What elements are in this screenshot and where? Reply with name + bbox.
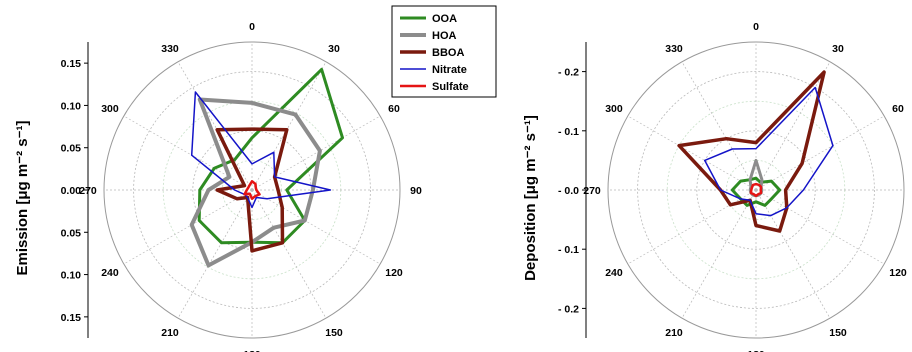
deposition-series-nitrate [703, 86, 834, 217]
deposition-angle-label: 270 [583, 185, 601, 197]
deposition-radial-tick-label: - 0.1 [558, 126, 579, 138]
emission-angle-label: 0 [249, 21, 255, 33]
deposition-series-bboa [677, 70, 826, 233]
emission-spoke [251, 61, 327, 191]
emission-angle-label: 210 [161, 327, 179, 339]
emission-radial-tick-label: 0.10 [61, 100, 82, 112]
deposition-angle-label: 60 [892, 103, 904, 115]
emission-angle-label: 30 [328, 43, 340, 55]
emission-angle-label: 180 [243, 349, 261, 352]
deposition-spoke [755, 115, 885, 191]
emission-angle-label: 240 [101, 267, 119, 279]
deposition-series-ooa [730, 176, 782, 207]
deposition-angle-label: 180 [747, 349, 765, 352]
emission-series-sulfate [243, 180, 261, 200]
deposition-polar-panel: 0306090120150180210240270300330- 0.2- 0.… [522, 21, 907, 352]
emission-radial-tick-label: 0.05 [61, 143, 82, 155]
deposition-angle-label: 240 [605, 267, 623, 279]
emission-spoke [177, 61, 253, 191]
deposition-angle-label: 300 [605, 103, 623, 115]
emission-radial-tick-label: 0.15 [61, 312, 82, 324]
emission-series-nitrate [190, 91, 332, 209]
emission-radial-tick-label: 0.05 [61, 227, 82, 239]
deposition-spoke [681, 189, 757, 319]
deposition-radial-tick-label: - 0.2 [558, 67, 579, 79]
emission-angle-label: 60 [388, 103, 400, 115]
deposition-outer-ring [607, 41, 905, 339]
emission-axis-title: Emission [μg m⁻² s⁻¹] [14, 120, 31, 275]
deposition-radial-tick-label: - 0.1 [558, 244, 579, 256]
emission-grid-ring [133, 71, 371, 309]
emission-spoke [251, 189, 327, 319]
deposition-spoke [755, 189, 831, 319]
emission-spoke [251, 189, 381, 265]
deposition-angle-label: 120 [889, 267, 907, 279]
deposition-angle-label: 30 [832, 43, 844, 55]
emission-angle-label: 120 [385, 267, 403, 279]
deposition-spoke [627, 115, 757, 191]
deposition-radial-tick-label: - 0.0 [558, 185, 579, 197]
deposition-spoke [755, 189, 885, 265]
emission-angle-label: 300 [101, 103, 119, 115]
deposition-spoke [681, 61, 757, 191]
deposition-axis-title: Deposition [μg m⁻² s⁻¹] [522, 115, 539, 281]
deposition-angle-label: 210 [665, 327, 683, 339]
emission-angle-label: 330 [161, 43, 179, 55]
legend-label-sulfate: Sulfate [432, 81, 469, 93]
emission-spoke [123, 189, 253, 265]
deposition-angle-label: 330 [665, 43, 683, 55]
legend-label-hoa: HOA [432, 30, 457, 42]
emission-radial-tick-label: 0.15 [61, 58, 82, 70]
emission-radial-tick-label: 0.00 [61, 185, 82, 197]
legend-label-ooa: OOA [432, 13, 457, 25]
deposition-grid-ring [696, 130, 816, 250]
legend-label-nitrate: Nitrate [432, 64, 467, 76]
legend: OOA HOA BBOA Nitrate Sulfate [391, 5, 497, 98]
emission-radial-tick-label: 0.10 [61, 270, 82, 282]
deposition-angle-label: 150 [829, 327, 847, 339]
deposition-spoke [627, 189, 757, 265]
deposition-grid-ring [637, 71, 875, 309]
emission-angle-label: 150 [325, 327, 343, 339]
emission-polar-panel: 03060901201501802102402703003300.150.100… [14, 21, 422, 352]
emission-spoke [123, 115, 253, 191]
deposition-radial-tick-label: - 0.2 [558, 303, 579, 315]
deposition-angle-label: 0 [753, 21, 759, 33]
emission-angle-label: 90 [410, 185, 422, 197]
emission-spoke [177, 189, 253, 319]
emission-outer-ring [103, 41, 401, 339]
deposition-spoke [755, 61, 831, 191]
deposition-series-sulfate [749, 182, 763, 198]
legend-label-bboa: BBOA [432, 47, 464, 59]
